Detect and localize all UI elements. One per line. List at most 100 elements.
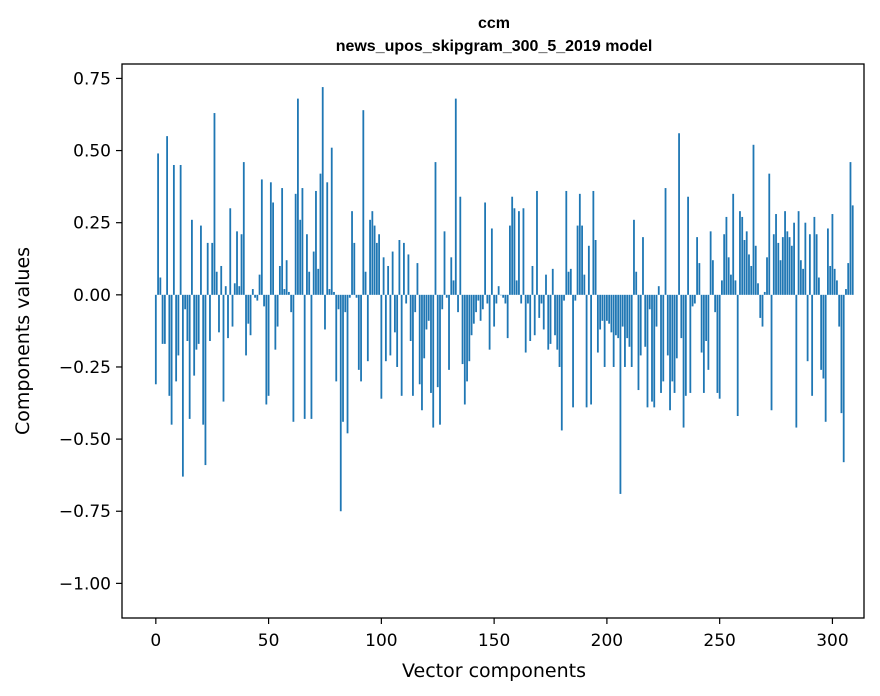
bar xyxy=(283,289,286,295)
x-axis-ticks: 0 50 100 150 200 250 300 xyxy=(150,618,849,651)
bar xyxy=(716,294,719,393)
bar xyxy=(400,294,403,396)
bar xyxy=(664,188,667,295)
bar xyxy=(653,294,656,408)
bar xyxy=(206,242,209,295)
bar xyxy=(619,294,622,494)
bar xyxy=(387,265,390,295)
bar xyxy=(287,291,290,295)
bar xyxy=(191,219,193,295)
bar xyxy=(233,283,236,295)
bar xyxy=(188,294,191,419)
bar xyxy=(375,242,378,295)
bar xyxy=(263,294,265,307)
bar xyxy=(590,294,592,405)
bar xyxy=(258,274,261,295)
bar xyxy=(817,277,820,295)
bar xyxy=(432,294,435,428)
bar xyxy=(829,265,832,295)
bar xyxy=(786,231,789,295)
bar xyxy=(698,263,701,295)
bar xyxy=(337,294,340,310)
bar xyxy=(804,222,807,295)
bar xyxy=(414,294,417,313)
bar xyxy=(727,257,730,295)
bar xyxy=(549,294,552,344)
bar xyxy=(567,271,570,295)
bar xyxy=(518,211,520,295)
bar xyxy=(215,271,218,295)
bar xyxy=(382,257,385,295)
bar xyxy=(511,196,514,295)
chart-title-line1: ccm xyxy=(478,15,510,32)
bar xyxy=(412,294,414,396)
bar xyxy=(355,294,358,298)
bar xyxy=(513,208,516,295)
x-tick-label: 150 xyxy=(478,631,510,651)
bar xyxy=(436,294,439,388)
bar xyxy=(204,294,207,466)
bar xyxy=(763,291,766,295)
bar xyxy=(251,289,254,295)
bar xyxy=(709,231,712,295)
y-tick-label: 0.00 xyxy=(73,286,111,306)
y-tick-label: −0.25 xyxy=(59,358,111,378)
bar xyxy=(384,294,387,362)
bar xyxy=(527,294,529,304)
bar xyxy=(734,280,737,295)
bar xyxy=(477,294,480,301)
bar xyxy=(267,294,270,396)
bar xyxy=(231,294,234,327)
bar xyxy=(556,294,559,350)
bar xyxy=(592,190,595,295)
bar xyxy=(531,265,534,295)
bar xyxy=(565,190,568,295)
bar xyxy=(161,294,164,344)
bar xyxy=(644,294,647,347)
bar xyxy=(811,294,814,396)
bar xyxy=(391,251,394,295)
bar xyxy=(802,268,804,295)
bar xyxy=(626,294,629,339)
bar xyxy=(445,294,448,298)
bar xyxy=(373,225,376,295)
bar xyxy=(181,294,184,477)
bar xyxy=(493,294,496,327)
bar xyxy=(154,294,157,385)
bar xyxy=(509,225,511,295)
x-axis-label: Vector components xyxy=(402,660,586,682)
bar xyxy=(745,231,748,295)
bar xyxy=(441,294,444,310)
bar xyxy=(213,113,216,295)
bar xyxy=(427,294,430,321)
bar xyxy=(481,294,484,310)
bar xyxy=(583,274,586,295)
bar xyxy=(240,234,243,295)
bar xyxy=(303,294,306,419)
bar xyxy=(635,271,638,295)
bar xyxy=(522,208,525,295)
bar xyxy=(371,211,374,295)
bar xyxy=(495,294,498,304)
bar xyxy=(605,294,608,321)
bar xyxy=(576,225,579,295)
bar xyxy=(197,294,200,344)
bar xyxy=(238,286,241,295)
bar xyxy=(195,294,198,350)
bar xyxy=(845,289,847,295)
bar xyxy=(260,179,263,295)
bar xyxy=(360,294,362,382)
bar xyxy=(308,271,311,295)
bar xyxy=(721,280,723,295)
bar xyxy=(200,225,202,295)
bar xyxy=(269,182,272,295)
bar xyxy=(278,265,281,295)
bar xyxy=(222,294,225,402)
bar xyxy=(578,193,581,295)
bar xyxy=(558,294,561,367)
bar xyxy=(660,294,662,393)
bar xyxy=(439,294,441,425)
bar xyxy=(403,242,405,295)
bar xyxy=(504,294,507,304)
bar xyxy=(351,211,353,295)
